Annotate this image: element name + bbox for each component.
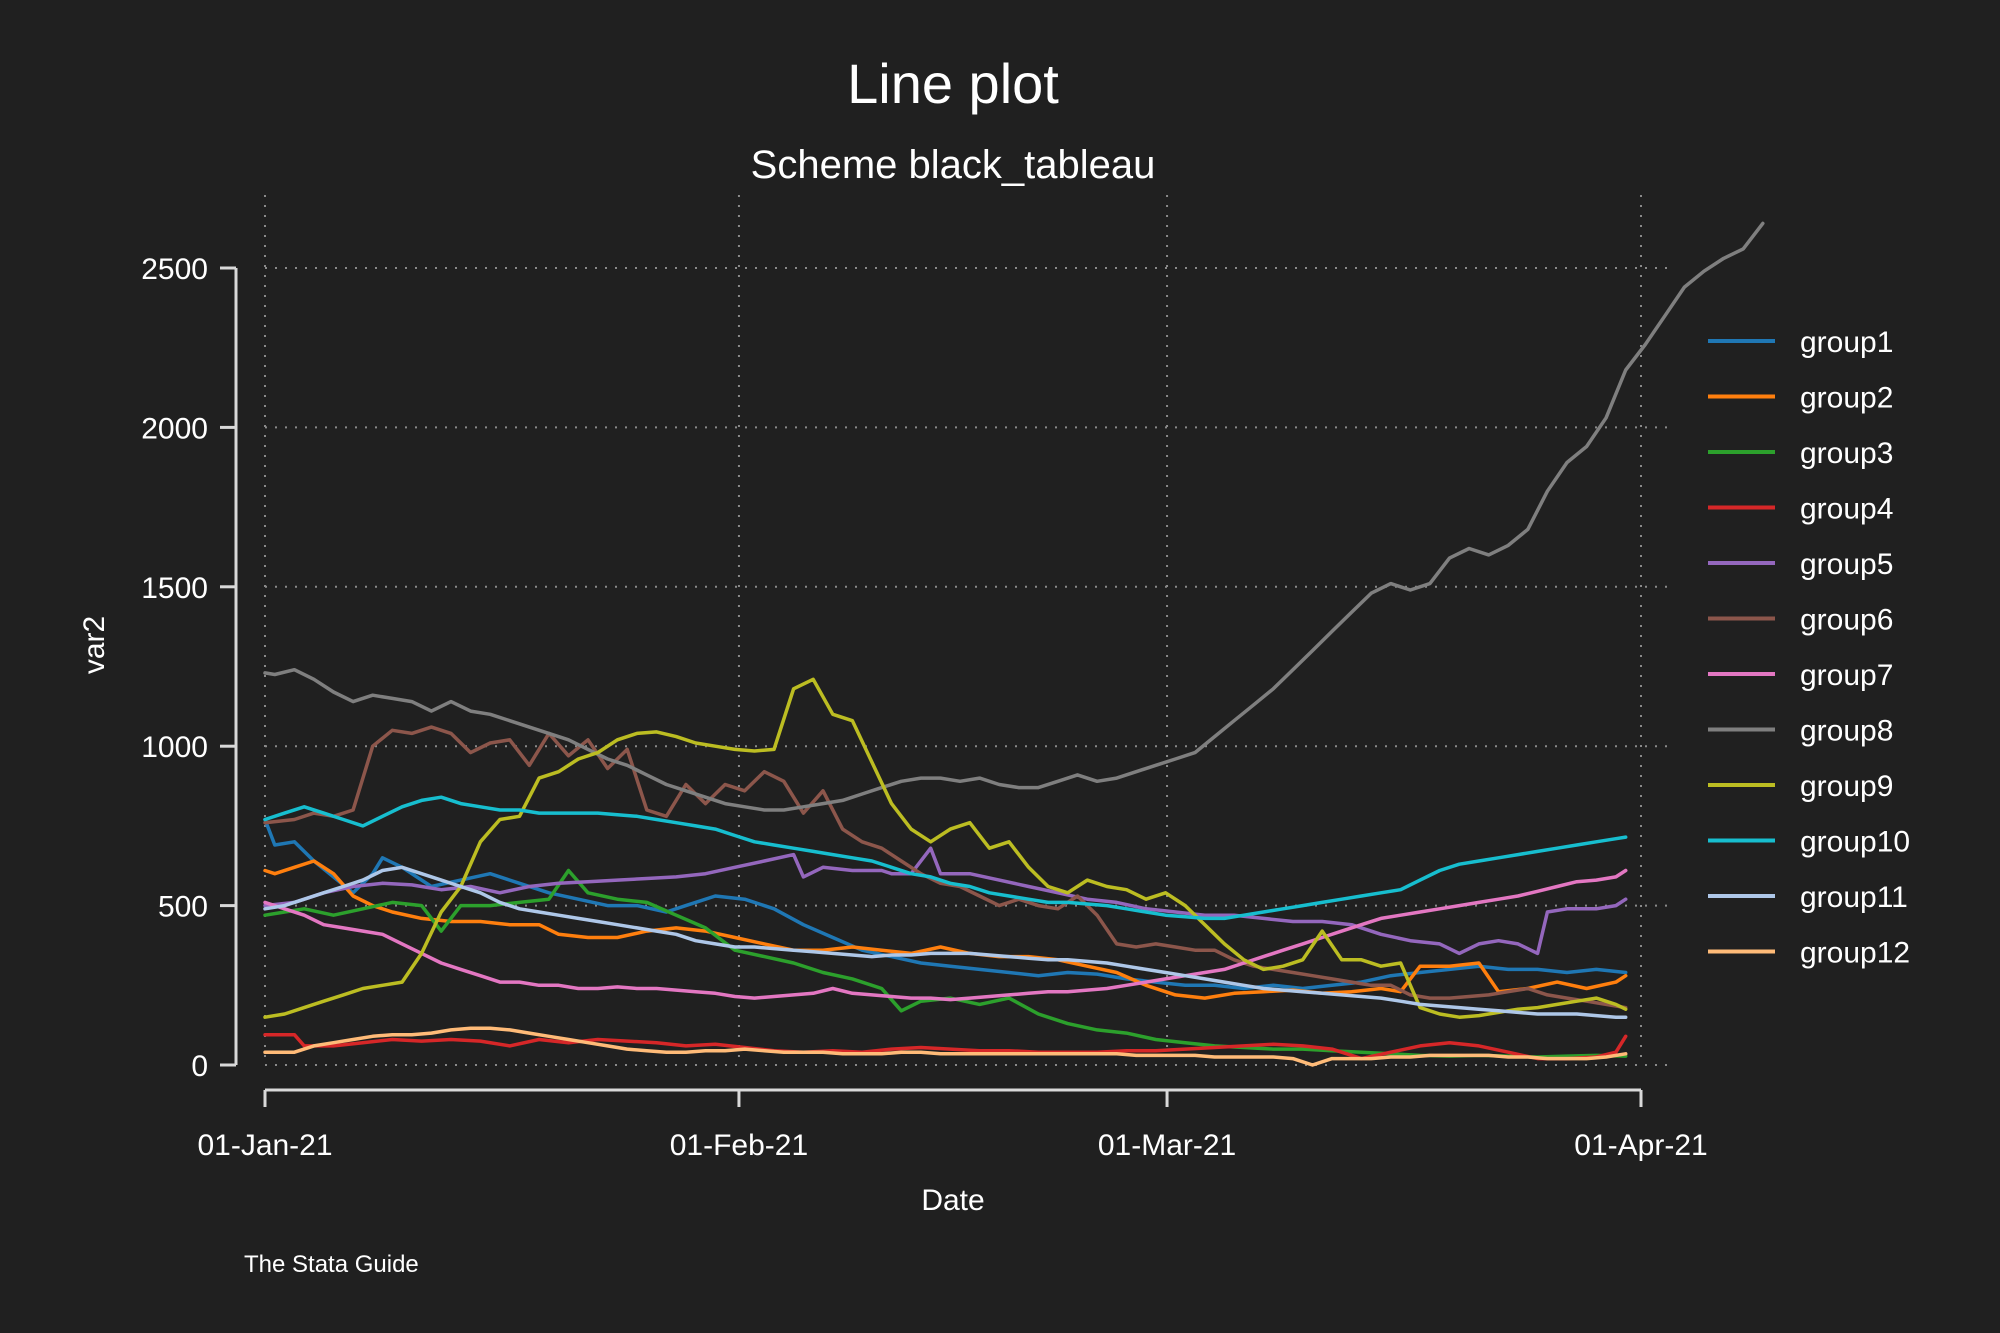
legend-label-group12: group12 xyxy=(1800,937,1910,970)
y-tick-label: 1500 xyxy=(141,572,208,605)
legend-label-group2: group2 xyxy=(1800,382,1893,415)
series-line-group12 xyxy=(263,1026,1628,1067)
y-tick-label: 0 xyxy=(191,1050,208,1083)
chart-title: Line plot xyxy=(847,52,1059,115)
series-line-group4 xyxy=(263,1032,1628,1061)
series-line-group5 xyxy=(263,846,1628,956)
y-tick-label: 2500 xyxy=(141,253,208,286)
series-line-group10 xyxy=(263,795,1628,921)
legend-label-group1: group1 xyxy=(1800,326,1893,359)
y-tick-label: 1000 xyxy=(141,731,208,764)
legend-label-group7: group7 xyxy=(1800,659,1893,692)
x-tick-label: 01-Jan-21 xyxy=(197,1129,332,1162)
x-tick-label: 01-Apr-21 xyxy=(1574,1129,1707,1162)
x-tick-label: 01-Feb-21 xyxy=(670,1129,808,1162)
series-line-group8 xyxy=(263,221,1765,812)
chart-note: The Stata Guide xyxy=(244,1251,419,1278)
series-line-group9 xyxy=(263,677,1628,1019)
series-line-group7 xyxy=(263,868,1628,1002)
legend-label-group8: group8 xyxy=(1800,715,1893,748)
legend-label-group9: group9 xyxy=(1800,770,1893,803)
chart-subtitle: Scheme black_tableau xyxy=(751,143,1156,187)
x-axis-label: Date xyxy=(921,1184,984,1217)
legend-label-group3: group3 xyxy=(1800,437,1893,470)
y-tick-label: 2000 xyxy=(141,412,208,445)
legend-label-group11: group11 xyxy=(1800,881,1908,914)
grid-lines xyxy=(264,195,1670,1066)
axes: 0 500 1000 1500 2000 2500 01-Jan-21 01-Feb-21 01… xyxy=(141,253,1707,1162)
x-tick-label: 01-Mar-21 xyxy=(1098,1129,1236,1162)
legend: group1 group2 group3 group4 group5 group6 grou… xyxy=(1708,326,1910,970)
y-axis-label: var2 xyxy=(78,616,111,674)
series-lines xyxy=(263,221,1765,1067)
legend-label-group10: group10 xyxy=(1800,826,1910,859)
legend-label-group5: group5 xyxy=(1800,548,1893,581)
legend-label-group4: group4 xyxy=(1800,493,1893,526)
legend-label-group6: group6 xyxy=(1800,604,1893,637)
y-tick-label: 500 xyxy=(158,891,208,924)
series-line-group11 xyxy=(263,865,1628,1019)
